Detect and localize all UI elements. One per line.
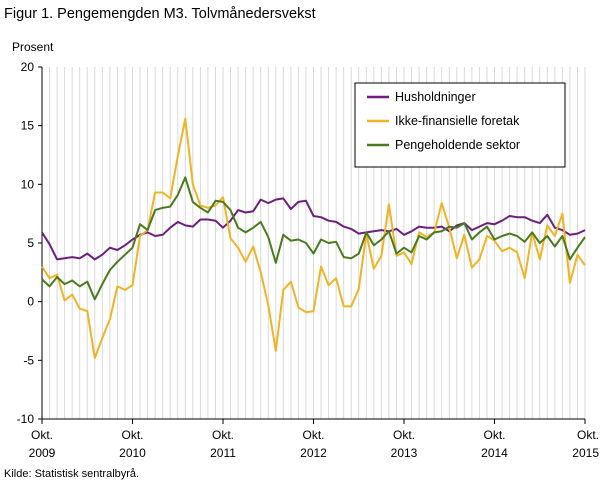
x-tick-year-label: 2009 (29, 446, 56, 460)
x-tick-year-label: 2011 (210, 446, 236, 460)
legend: Husholdninger Ikke-finansielle foretak Pen… (354, 82, 566, 168)
x-tick-labels: Okt. 2009 Okt. 2010 Okt. 2011 Okt. 2012 Okt. 2013… (29, 419, 599, 460)
x-tick-month-label: Okt. (393, 428, 415, 442)
x-tick-month-label: Okt. (31, 428, 53, 442)
y-tick-labels: -10 -5 0 5 10 15 20 (17, 60, 35, 426)
x-tick-month-label: Okt. (212, 428, 234, 442)
y-tick-label: 0 (27, 295, 34, 309)
legend-label: Pengeholdende sektor (395, 138, 520, 152)
x-tick-year-label: 2015 (572, 446, 599, 460)
series-line-husholdninger (41, 197, 586, 261)
y-tick-label: 10 (21, 177, 35, 191)
y-tick-label: -5 (23, 353, 34, 367)
series-line-pengeholdende-sektor (41, 176, 586, 301)
chart-title: Figur 1. Pengemengden M3. Tolvmånedersve… (4, 6, 316, 22)
y-tick-label: 15 (21, 119, 35, 133)
y-tick-label: -10 (17, 412, 35, 426)
x-tick-year-label: 2010 (119, 446, 146, 460)
x-tick-year-label: 2013 (391, 446, 418, 460)
y-axis-label: Prosent (12, 40, 54, 54)
x-tick-month-label: Okt. (577, 428, 599, 442)
legend-label: Husholdninger (395, 90, 476, 104)
x-tick-year-label: 2012 (300, 446, 327, 460)
series-line-ikke-finansielle-foretak (41, 117, 586, 359)
legend-label: Ikke-finansielle foretak (395, 114, 520, 128)
legend-box (354, 82, 566, 168)
x-tick-year-label: 2014 (481, 446, 508, 460)
series-lines (41, 117, 586, 359)
x-tick-month-label: Okt. (121, 428, 143, 442)
y-tick-label: 5 (27, 236, 34, 250)
source-note: Kilde: Statistisk sentralbyrå. (4, 468, 140, 480)
x-tick-month-label: Okt. (483, 428, 505, 442)
y-tick-label: 20 (21, 60, 35, 74)
x-tick-month-label: Okt. (302, 428, 324, 442)
